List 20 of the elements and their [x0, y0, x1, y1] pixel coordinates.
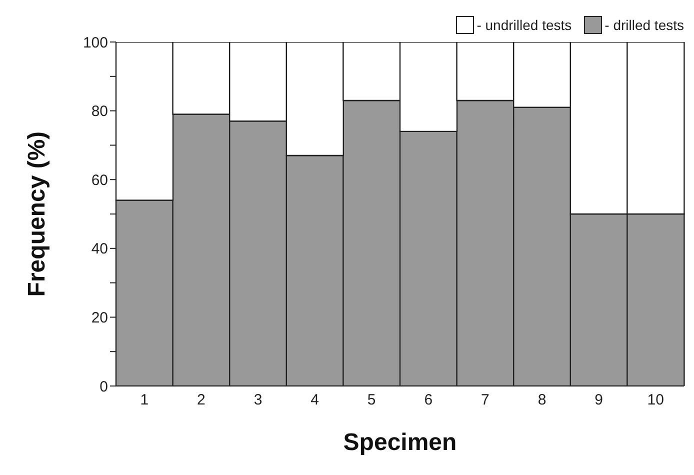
- legend-label: - undrilled tests: [476, 17, 572, 33]
- y-tick-label: 40: [91, 240, 108, 258]
- x-tick-label: 5: [367, 392, 376, 409]
- x-tick-label: 9: [594, 392, 603, 409]
- x-tick-label: 3: [254, 392, 262, 409]
- y-axis-title: Frequency (%): [24, 131, 51, 297]
- x-tick-label: 7: [481, 392, 490, 409]
- x-tick-label: 1: [140, 392, 149, 409]
- y-tick-label: 60: [91, 172, 108, 189]
- y-tick-label: 0: [100, 378, 108, 396]
- y-tick-label: 20: [91, 310, 108, 327]
- x-axis-title: Specimen: [343, 429, 457, 456]
- y-tick-label: 100: [82, 34, 108, 52]
- y-tick-label: 80: [91, 103, 108, 120]
- x-tick-label: 4: [310, 392, 319, 409]
- x-tick-label: 8: [538, 392, 546, 409]
- legend-label: - drilled tests: [604, 17, 684, 33]
- x-tick-label: 2: [197, 392, 206, 409]
- x-tick-label: 6: [424, 392, 433, 409]
- x-tick-label: 10: [647, 392, 664, 409]
